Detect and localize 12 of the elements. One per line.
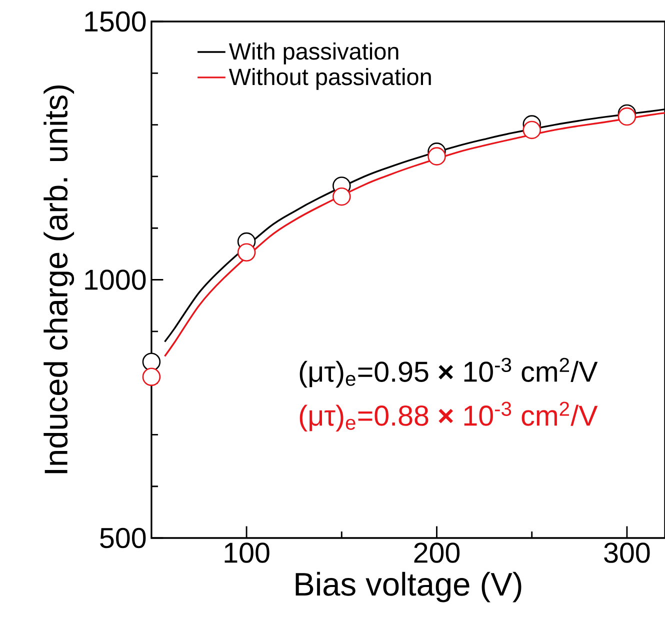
x-axis-title: Bias voltage (V) xyxy=(296,572,522,602)
text: (μτ)$_{e}$=0.95 × 10$^{-3}$ cm$^{2}$/V xyxy=(300,358,598,388)
legend-label: With passivation xyxy=(228,42,398,64)
legend-label: Without passivation xyxy=(228,68,431,90)
y-tick-label: 1000 xyxy=(85,270,146,290)
x-tick-label: 300 xyxy=(604,542,650,564)
y-tick-label: 500 xyxy=(100,528,146,548)
x-tick-label: 100 xyxy=(224,542,270,564)
x-tick-label: 200 xyxy=(414,542,460,564)
y-axis-title: Induced charge (arb. units) xyxy=(44,86,74,474)
text: (μτ)$_{e}$=0.88 × 10$^{-3}$ cm$^{2}$/V xyxy=(300,402,598,432)
y-tick-label: 1500 xyxy=(85,11,146,32)
